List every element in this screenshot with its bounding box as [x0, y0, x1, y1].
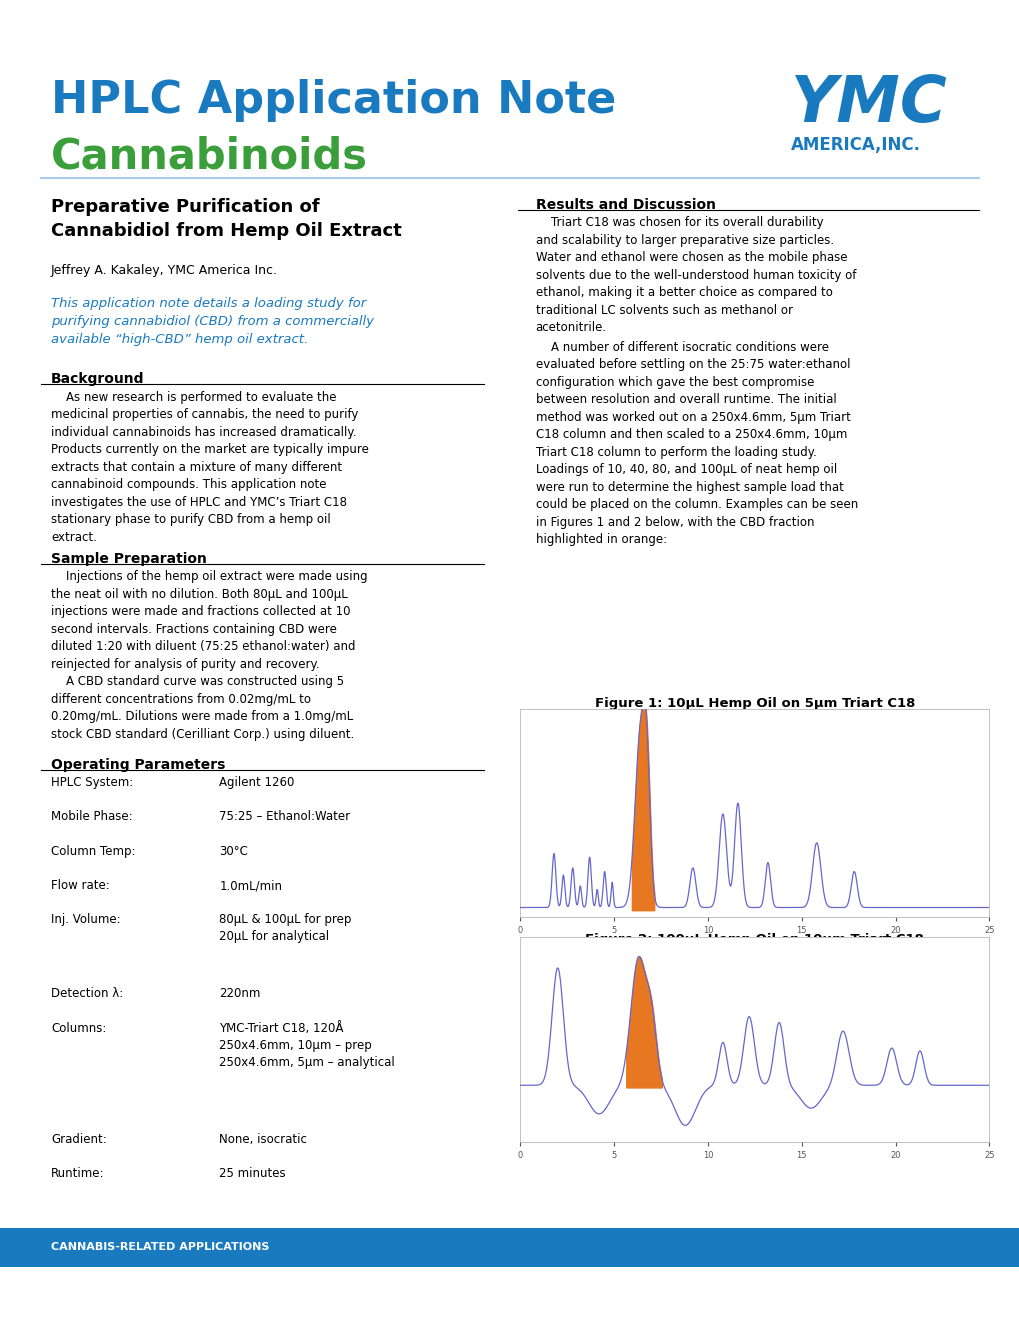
Text: Figure 2: 100μL Hemp Oil on 10μm Triart C18: Figure 2: 100μL Hemp Oil on 10μm Triart … [585, 933, 923, 946]
Text: Column Temp:: Column Temp: [51, 845, 136, 858]
Text: As new research is performed to evaluate the
medicinal properties of cannabis, t: As new research is performed to evaluate… [51, 391, 369, 544]
Text: Results and Discussion: Results and Discussion [535, 198, 714, 213]
Text: None, isocratic: None, isocratic [219, 1133, 307, 1146]
Text: A number of different isocratic conditions were
evaluated before settling on the: A number of different isocratic conditio… [535, 341, 857, 546]
Bar [0, 1228, 1019, 1267]
Text: Operating Parameters: Operating Parameters [51, 758, 225, 772]
Text: Background: Background [51, 372, 145, 387]
Text: Gradient:: Gradient: [51, 1133, 107, 1146]
Text: Columns:: Columns: [51, 1022, 106, 1035]
Text: YMC-Triart C18, 120Å
250x4.6mm, 10μm – prep
250x4.6mm, 5μm – analytical: YMC-Triart C18, 120Å 250x4.6mm, 10μm – p… [219, 1022, 394, 1069]
Text: Cannabinoids: Cannabinoids [51, 136, 368, 178]
Text: Jeffrey A. Kakaley, YMC America Inc.: Jeffrey A. Kakaley, YMC America Inc. [51, 264, 278, 277]
Text: Triart C18 was chosen for its overall durability
and scalability to larger prepa: Triart C18 was chosen for its overall du… [535, 216, 855, 334]
Text: 30°C: 30°C [219, 845, 248, 858]
Text: Figure 1: 10μL Hemp Oil on 5μm Triart C18: Figure 1: 10μL Hemp Oil on 5μm Triart C1… [594, 697, 914, 710]
Text: AMERICA,INC.: AMERICA,INC. [790, 136, 919, 154]
Text: 1.0mL/min: 1.0mL/min [219, 879, 282, 892]
Text: YMC: YMC [790, 73, 947, 135]
Text: 80μL & 100μL for prep
20μL for analytical: 80μL & 100μL for prep 20μL for analytica… [219, 913, 352, 944]
Text: 25 minutes: 25 minutes [219, 1167, 285, 1180]
Text: HPLC System:: HPLC System: [51, 776, 133, 789]
Text: Mobile Phase:: Mobile Phase: [51, 810, 132, 824]
Text: CANNABIS-RELATED APPLICATIONS: CANNABIS-RELATED APPLICATIONS [51, 1242, 269, 1253]
Text: Preparative Purification of
Cannabidiol from Hemp Oil Extract: Preparative Purification of Cannabidiol … [51, 198, 401, 240]
Text: Inj. Volume:: Inj. Volume: [51, 913, 120, 927]
Text: Runtime:: Runtime: [51, 1167, 104, 1180]
Text: 75:25 – Ethanol:Water: 75:25 – Ethanol:Water [219, 810, 351, 824]
Text: 220nm: 220nm [219, 987, 261, 1001]
Text: Agilent 1260: Agilent 1260 [219, 776, 294, 789]
Text: Flow rate:: Flow rate: [51, 879, 110, 892]
Text: Injections of the hemp oil extract were made using
the neat oil with no dilution: Injections of the hemp oil extract were … [51, 570, 367, 741]
Text: Detection λ:: Detection λ: [51, 987, 123, 1001]
Text: HPLC Application Note: HPLC Application Note [51, 79, 615, 123]
Text: This application note details a loading study for
purifying cannabidiol (CBD) fr: This application note details a loading … [51, 297, 374, 346]
Text: Sample Preparation: Sample Preparation [51, 552, 207, 566]
